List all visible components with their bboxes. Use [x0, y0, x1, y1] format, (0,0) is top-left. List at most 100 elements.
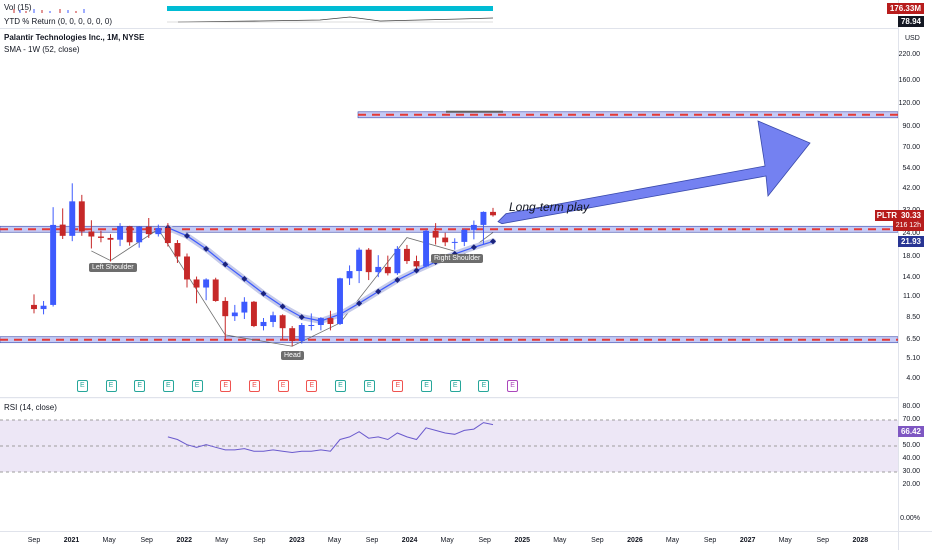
earnings-up-icon[interactable]: E [191, 380, 203, 392]
earnings-down-icon[interactable]: E [220, 380, 232, 392]
rsi-tick: 80.00 [902, 403, 920, 410]
candle-body [40, 305, 47, 310]
candle-body [423, 230, 430, 267]
candle-body [365, 249, 372, 273]
earnings-up-icon[interactable]: E [478, 380, 490, 392]
candle-body [432, 230, 439, 238]
earnings-up-icon[interactable]: E [421, 380, 433, 392]
candle-body [126, 226, 133, 243]
candle-body [241, 301, 248, 313]
long-term-arrow [497, 120, 811, 225]
rsi-tick: 50.00 [902, 442, 920, 449]
time-tick: 2027 [739, 537, 756, 544]
rsi-tick: 30.00 [902, 468, 920, 475]
time-tick: May [440, 537, 454, 544]
sma-label: SMA - 1W (52, close) [4, 45, 80, 54]
earnings-up-icon[interactable]: E [105, 380, 117, 392]
time-tick: Sep [478, 537, 491, 544]
sma-marker [394, 277, 401, 284]
earnings-up-icon[interactable]: E [335, 380, 346, 392]
candle-body [308, 325, 315, 327]
rsi-band [0, 420, 898, 472]
candle-body [356, 249, 363, 272]
candle-body [375, 266, 382, 273]
candle-body [107, 237, 114, 240]
time-tick: May [553, 537, 567, 544]
earnings-up-icon[interactable]: E [449, 380, 461, 392]
candle-body [155, 227, 162, 235]
earnings-up-icon[interactable]: E [134, 380, 146, 392]
chart-title: Palantir Technologies Inc., 1M, NYSE [4, 33, 145, 42]
candle-body [59, 224, 66, 236]
sma-marker [222, 261, 229, 268]
candle-body [78, 201, 85, 232]
candle-body [193, 279, 200, 288]
price-tick: 4.00 [906, 375, 920, 382]
time-tick: Sep [816, 537, 829, 544]
rsi-label: RSI (14, close) [4, 403, 57, 412]
candle-body [470, 224, 477, 230]
price-tick: 14.00 [902, 273, 920, 281]
candle-body [490, 211, 496, 216]
price-tick: 11.00 [903, 293, 920, 301]
sma-marker [184, 232, 190, 239]
time-tick: May [102, 537, 116, 544]
time-tick: 2021 [63, 537, 80, 544]
time-tick: 2024 [401, 537, 418, 544]
candle-body [222, 300, 229, 317]
candle-body [117, 226, 124, 240]
candle-body [451, 241, 458, 243]
price-tick: 120.00 [898, 100, 920, 107]
earnings-up-icon[interactable]: E [76, 380, 88, 392]
candle-body [346, 271, 353, 279]
price-chart[interactable] [0, 0, 898, 550]
long-term-note: Long-term play [509, 200, 590, 214]
earnings-future-icon[interactable]: E [507, 380, 519, 392]
right-shoulder-badge: Right Shoulder [431, 254, 484, 263]
earnings-down-icon[interactable]: E [277, 380, 289, 392]
sma-marker [298, 314, 305, 321]
time-tick: Sep [591, 537, 604, 544]
earnings-down-icon[interactable]: E [306, 380, 318, 392]
ytd-tag: 78.94 [897, 16, 924, 27]
price-tick: 160.00 [898, 76, 920, 84]
sma-marker [203, 245, 210, 252]
earnings-down-icon[interactable]: E [248, 380, 260, 392]
earnings-up-icon[interactable]: E [162, 380, 174, 392]
time-tick: May [665, 537, 680, 544]
earnings-up-icon[interactable]: E [363, 380, 375, 392]
time-tick: May [778, 537, 792, 544]
candle-body [442, 237, 449, 243]
price-axis[interactable] [898, 0, 932, 550]
price-tick: 70.00 [902, 143, 920, 151]
candle-body [480, 211, 487, 225]
pltr-symbol-tag: PLTR [874, 210, 899, 221]
rsi-line [167, 422, 494, 454]
sma-marker [241, 275, 248, 282]
candle-body [327, 318, 334, 324]
candle-body [136, 226, 143, 243]
candle-body [50, 224, 57, 305]
candle-body [231, 312, 238, 317]
time-axis-line [0, 531, 932, 532]
sma-marker [413, 267, 420, 274]
sma-marker [356, 300, 363, 307]
price-tick: 24.00 [902, 230, 920, 238]
candle-body [394, 248, 401, 274]
time-tick: 2026 [627, 537, 643, 544]
candle-body [289, 328, 296, 341]
time-tick: Sep [140, 537, 153, 544]
price-tick: 54.00 [902, 164, 920, 172]
earnings-down-icon[interactable]: E [392, 380, 404, 392]
candle-body [317, 318, 324, 326]
sma-marker [470, 244, 477, 251]
time-tick: 2022 [176, 537, 193, 544]
candle-body [145, 226, 152, 235]
price-tick: 42.00 [902, 184, 920, 192]
candle-body [270, 315, 277, 322]
ytd-label: YTD % Return (0, 0, 0, 0, 0, 0) [4, 17, 113, 26]
left-shoulder-badge: Left Shoulder [89, 263, 137, 272]
candle-body [174, 243, 181, 257]
candle-body [403, 248, 410, 262]
